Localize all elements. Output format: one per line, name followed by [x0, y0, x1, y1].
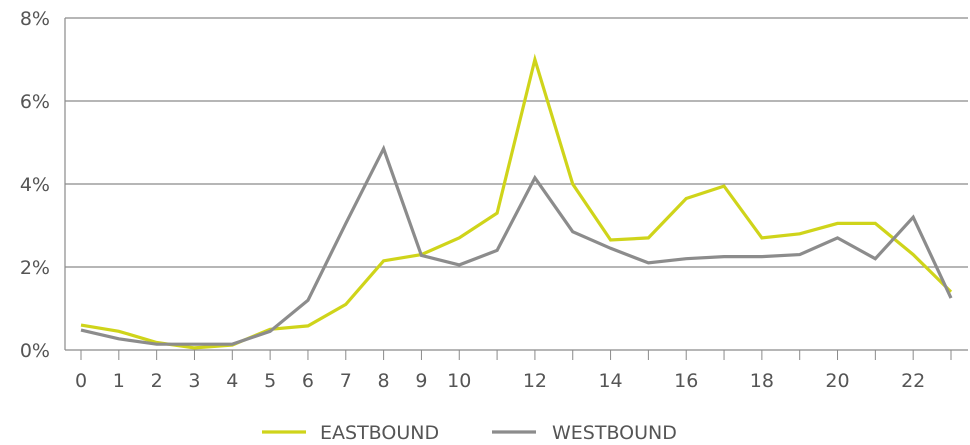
x-tick-label: 7: [340, 370, 352, 392]
x-tick-label: 4: [226, 370, 238, 392]
x-tick-label: 2: [151, 370, 163, 392]
x-tick-label: 22: [901, 370, 925, 392]
legend-label-eastbound: EASTBOUND: [320, 422, 439, 444]
x-axis-tick-labels: 0 1 2 3 4 5 6 7 8 9 10 12 14 16 18 20 22: [75, 370, 925, 392]
x-tick-label: 1: [113, 370, 125, 392]
y-tick-label: 4%: [20, 174, 50, 196]
x-tick-label: 8: [378, 370, 390, 392]
x-tick-label: 16: [674, 370, 698, 392]
grid-lines: [65, 17, 968, 268]
x-axis-ticks: [80, 350, 952, 360]
y-tick-label: 0%: [20, 340, 50, 362]
x-tick-label: 18: [750, 370, 774, 392]
x-tick-label: 0: [75, 370, 87, 392]
x-tick-label: 5: [264, 370, 276, 392]
data-series: [80, 53, 953, 350]
y-tick-label: 6%: [20, 91, 50, 113]
series-line-westbound: [80, 144, 953, 346]
y-axis-tick-labels: 0% 2% 4% 6% 8%: [20, 8, 50, 362]
x-tick-label: 3: [188, 370, 200, 392]
y-tick-label: 2%: [20, 257, 50, 279]
x-tick-label: 9: [415, 370, 427, 392]
x-tick-label: 10: [447, 370, 471, 392]
series-line-eastbound: [80, 53, 953, 350]
x-tick-label: 20: [825, 370, 849, 392]
legend: EASTBOUND WESTBOUND: [262, 422, 677, 444]
x-tick-label: 14: [598, 370, 622, 392]
axes: [64, 18, 968, 351]
legend-label-westbound: WESTBOUND: [552, 422, 677, 444]
x-tick-label: 6: [302, 370, 314, 392]
y-tick-label: 8%: [20, 8, 50, 30]
x-tick-label: 12: [523, 370, 547, 392]
